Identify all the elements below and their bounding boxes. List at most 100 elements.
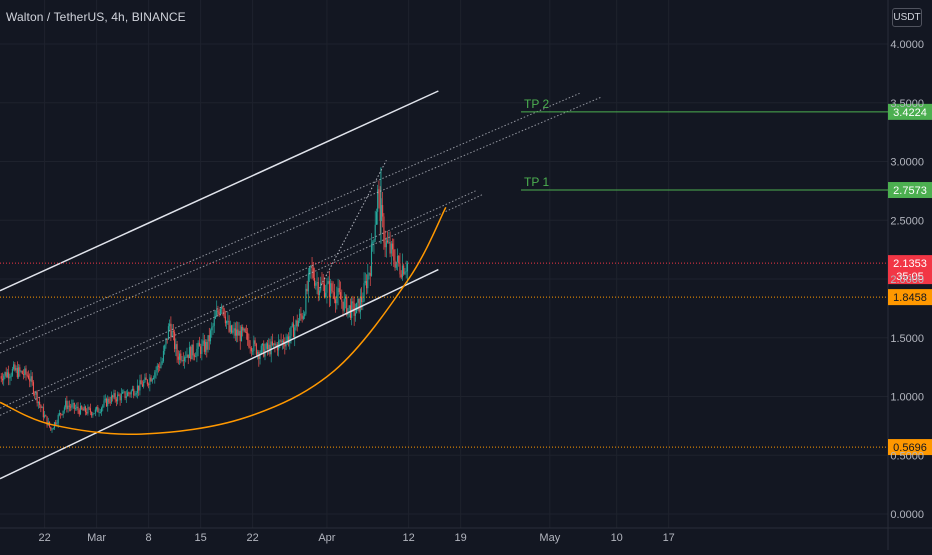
candle-body (138, 385, 140, 391)
candle-body (34, 393, 36, 395)
candle-body (218, 312, 220, 315)
candle-body (335, 299, 337, 304)
candle-body (305, 288, 307, 314)
price-tag-label: 1.8458 (893, 292, 927, 304)
candle-body (367, 274, 369, 289)
trend-dotted-line[interactable] (319, 160, 387, 289)
price-tag-label: 3.4224 (893, 107, 927, 119)
candle-body (310, 265, 312, 268)
price-axis[interactable]: 0.0000 0.5000 1.0000 1.5000 2.0000 2.5000 3.00… (890, 39, 924, 521)
candle-body (330, 283, 332, 298)
candle-body (203, 340, 205, 352)
candle-body (129, 393, 131, 395)
candle-body (52, 428, 54, 430)
candle-body (205, 341, 207, 352)
candle-body (266, 343, 269, 349)
target-label: TP 2 (524, 97, 549, 111)
drawings[interactable] (0, 90, 603, 480)
candle-body (315, 282, 317, 286)
candle-body (4, 372, 6, 376)
candle-body (15, 367, 17, 371)
candle-body (1, 378, 4, 381)
candle-body (126, 392, 129, 397)
time-axis[interactable]: 22 Mar 8 15 22 Apr 12 19 May 10 17 (38, 532, 674, 544)
currency-button[interactable]: USDT (892, 8, 922, 27)
candle-body (41, 407, 43, 409)
candle-body (104, 398, 106, 401)
candle-body (0, 376, 2, 379)
candle-body (193, 355, 195, 357)
x-tick-label: Apr (318, 532, 335, 544)
candle-body (227, 320, 229, 322)
candle-body (309, 267, 311, 274)
candle-body (63, 407, 65, 411)
y-tick-label: 4.0000 (890, 39, 924, 51)
candle-body (181, 360, 183, 361)
candle-body (289, 336, 291, 343)
candle-body (123, 391, 125, 393)
candle-body (120, 393, 122, 401)
candle-body (176, 344, 178, 357)
candle-body (234, 328, 236, 336)
candle-body (39, 401, 41, 405)
price-tag-label: 0.5696 (893, 442, 927, 454)
candle-body (46, 416, 48, 426)
candle-body (150, 377, 152, 382)
candle-body (22, 374, 25, 375)
candle-body (379, 193, 381, 221)
candle-body (337, 288, 339, 296)
channel-dotted-line[interactable] (0, 193, 484, 416)
candle-body (388, 241, 390, 243)
x-tick-label: 15 (194, 532, 206, 544)
channel-dotted-line[interactable] (0, 96, 603, 354)
candle-body (61, 414, 63, 416)
candle-body (180, 353, 182, 361)
candle-body (259, 353, 261, 360)
candle-body (331, 283, 333, 292)
candle-body (347, 308, 349, 315)
price-tag-level (888, 439, 932, 456)
candle-body (373, 239, 375, 243)
candle-body (280, 340, 282, 343)
candle-body (224, 316, 226, 324)
candle-body (312, 268, 314, 278)
candle-body (151, 379, 153, 382)
candle-body (76, 406, 78, 409)
candle-body (208, 335, 210, 342)
candle-body (157, 365, 160, 367)
candle-body (244, 328, 246, 332)
channel-dotted-line[interactable] (0, 92, 580, 345)
candle-body (209, 330, 212, 342)
candle-body (3, 375, 5, 381)
candle-body (148, 384, 150, 386)
candle-body (238, 330, 240, 336)
candle-body (89, 408, 91, 413)
candle-body (375, 211, 378, 225)
candle-body (79, 406, 82, 415)
channel-lower-line[interactable] (0, 268, 439, 480)
candle-body (239, 330, 241, 342)
candle-body (155, 370, 157, 373)
candle-body (398, 255, 400, 264)
candle-body (216, 310, 218, 316)
grid (0, 0, 888, 528)
candle-body (31, 376, 33, 383)
target-label: TP 1 (524, 175, 549, 189)
candle-body (27, 375, 30, 379)
candle-body (5, 372, 7, 377)
candle-body (396, 255, 399, 262)
candle-body (30, 376, 32, 382)
channel-upper-line[interactable] (0, 90, 439, 292)
arc-curve[interactable] (0, 206, 447, 436)
candle-body (223, 308, 225, 317)
candle-body (233, 328, 235, 331)
candle-body (42, 407, 44, 418)
candle-body (44, 415, 46, 418)
candle-body (16, 367, 18, 378)
candle-body (130, 390, 132, 395)
candle-body (70, 406, 72, 408)
candle-body (240, 327, 243, 342)
candle-body (25, 368, 27, 375)
